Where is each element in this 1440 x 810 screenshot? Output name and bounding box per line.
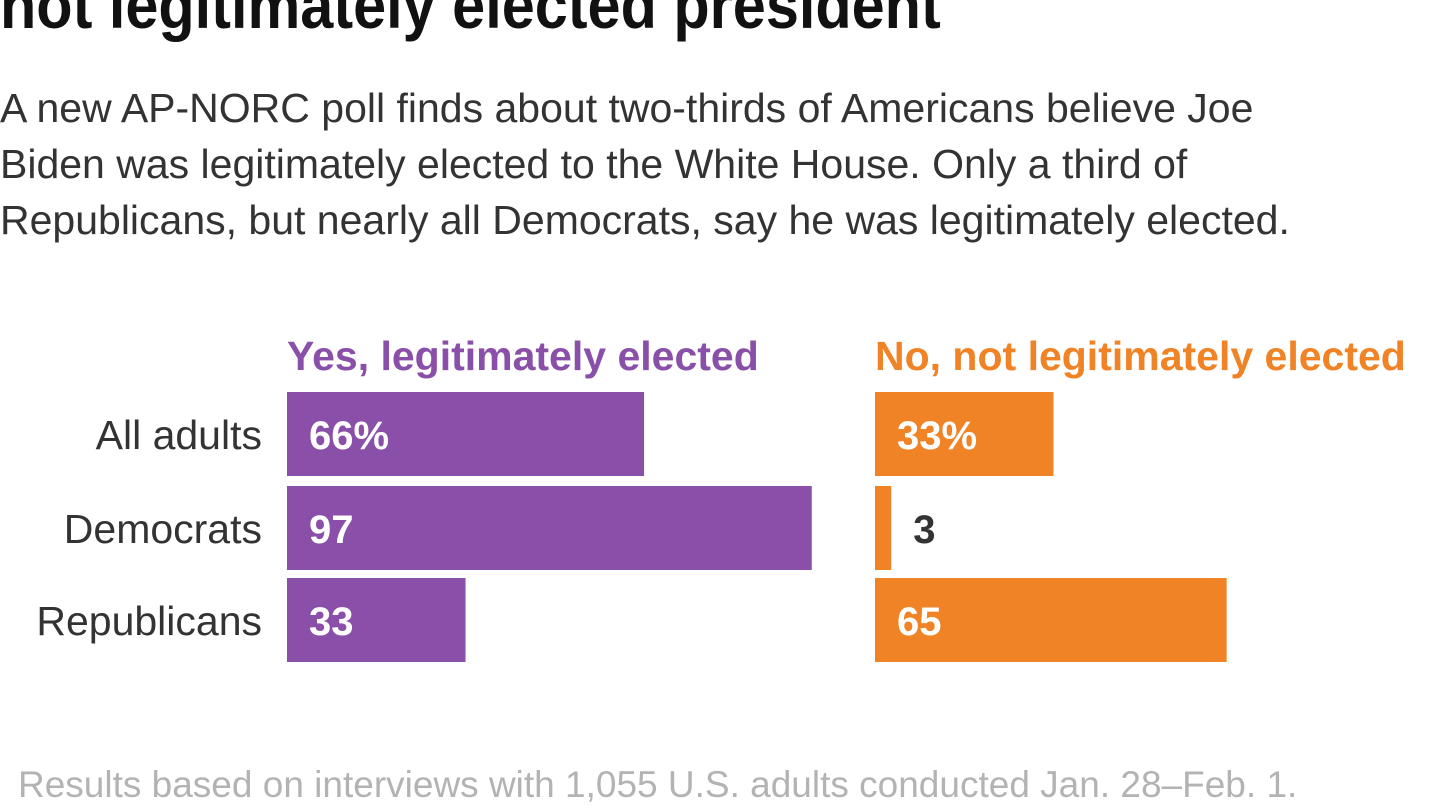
data-label-0-2: 33 [309,600,354,644]
bar-1-1 [875,486,892,570]
data-label-0-1: 97 [309,508,354,552]
chart-footnote: Results based on interviews with 1,055 U… [18,764,1298,805]
chart-title: not legitimately elected president [0,0,941,42]
bar-1-2 [875,578,1227,662]
bar-1-0 [875,392,1054,476]
category-label-2: Republicans [36,598,262,644]
data-label-1-0: 33% [897,414,977,458]
category-label-1: Democrats [64,506,262,552]
chart-subtitle: A new AP-NORC poll finds about two-third… [0,80,1430,248]
data-label-0-0: 66% [309,414,389,458]
series-header-0: Yes, legitimately elected [287,333,759,379]
subtitle-line-1: A new AP-NORC poll finds about two-third… [0,85,1254,131]
bar-0-2 [287,578,466,662]
series-header-1: No, not legitimately elected [875,333,1406,379]
bar-chart: All adults Democrats Republicans Yes, legit… [36,333,1406,662]
data-label-1-2: 65 [897,600,942,644]
subtitle-line-3: Republicans, but nearly all Democrats, s… [0,197,1290,243]
subtitle-line-2: Biden was legitimately elected to the Wh… [0,141,1188,187]
bar-0-0 [287,392,645,476]
bar-0-1 [287,486,812,570]
category-label-0: All adults [96,412,262,458]
data-label-1-1: 3 [913,508,935,552]
